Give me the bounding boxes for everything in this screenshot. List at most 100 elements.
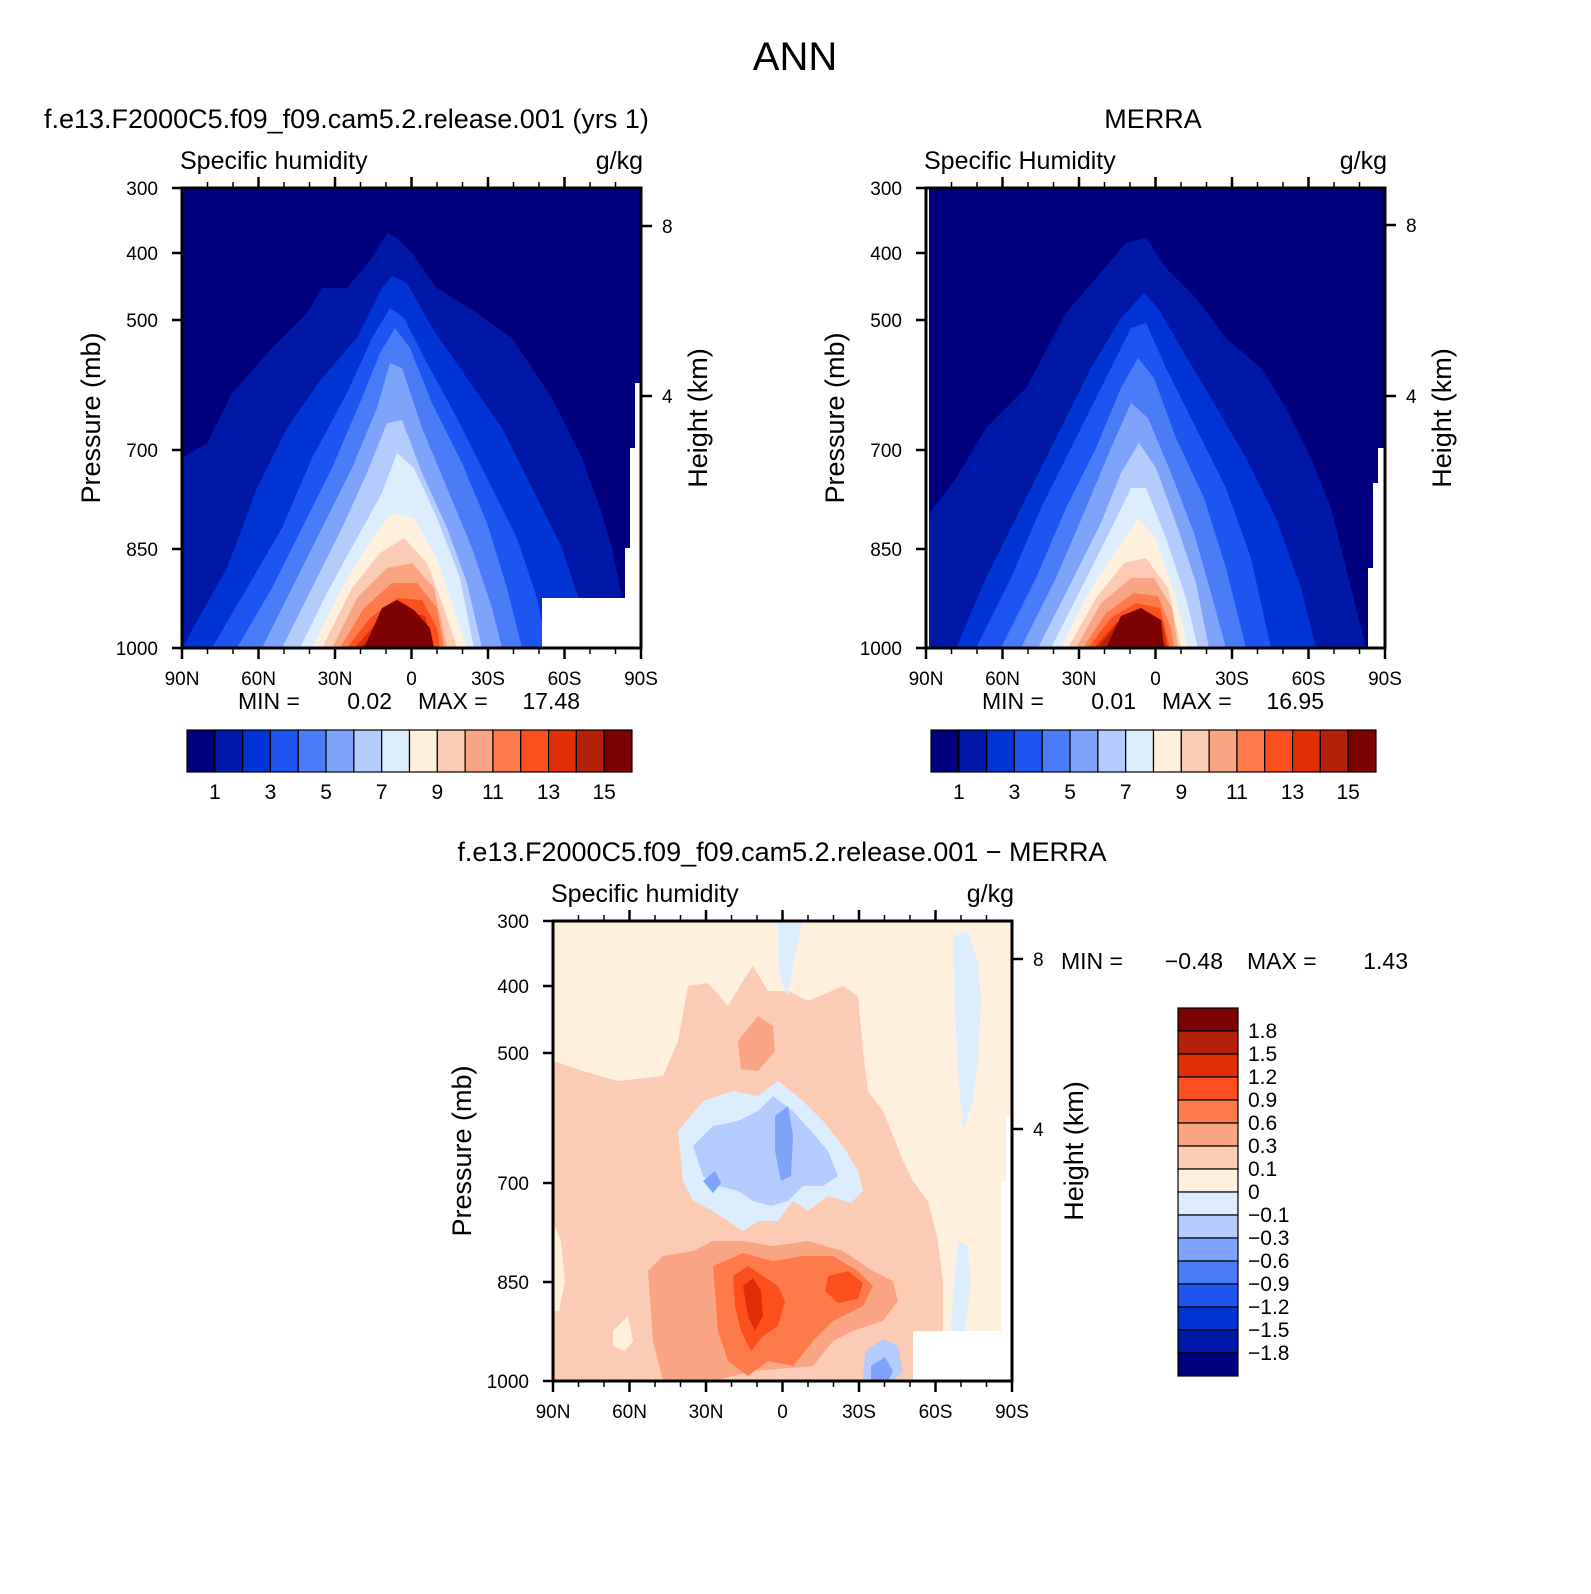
y2-axis-label: Height (km)	[683, 348, 713, 488]
x-tick-label: 0	[777, 1402, 788, 1423]
colorbar-label: −0.1	[1248, 1204, 1289, 1227]
colorbar-swatch	[1177, 1352, 1239, 1377]
contour-band	[738, 1016, 775, 1071]
colorbar-swatch	[1319, 729, 1349, 773]
colorbar-label: 0.6	[1248, 1112, 1277, 1135]
colorbar-label: 13	[537, 781, 560, 804]
x-tick-label: 60S	[1292, 669, 1326, 690]
min-value: −0.48	[1165, 948, 1223, 974]
x-tick-label: 30S	[471, 669, 505, 690]
y-tick-label: 500	[126, 311, 158, 332]
x-tick-label: 30S	[842, 1402, 876, 1423]
colorbar-swatch	[1041, 729, 1071, 773]
colorbar-swatch	[1177, 1306, 1239, 1331]
colorbar-swatch	[1208, 729, 1238, 773]
y-tick-label: 850	[126, 540, 158, 561]
max-value: 17.48	[522, 688, 580, 714]
panel-obs: Specific Humidity g/kg	[820, 147, 1457, 714]
y-axis-label: Pressure (mb)	[76, 332, 106, 503]
y-tick-label: 400	[497, 977, 529, 998]
x-tick-label: 90N	[165, 669, 200, 690]
max-label: MAX =	[418, 688, 488, 714]
panel-obs-contours	[926, 188, 1385, 648]
min-label: MIN =	[238, 688, 300, 714]
colorbar-swatch	[1347, 729, 1377, 773]
x-axis-minor-ticks	[206, 182, 617, 654]
colorbar-label: 11	[1226, 781, 1248, 804]
panel-obs-units: g/kg	[1340, 147, 1387, 175]
x-tick-label: 90N	[909, 669, 944, 690]
colorbar-model: 1 3 5 7 9 11 13 15	[186, 729, 633, 804]
panel-obs-variable: Specific Humidity	[924, 147, 1116, 175]
colorbar-label: −1.2	[1248, 1296, 1289, 1319]
colorbar-swatch	[1177, 1191, 1239, 1216]
x-axis-minor-ticks	[950, 182, 1361, 654]
colorbar-swatch	[1177, 1053, 1239, 1078]
colorbar-label: 1.8	[1248, 1020, 1277, 1043]
x-tick-label: 90S	[624, 669, 658, 690]
y-tick-label: 300	[870, 179, 902, 200]
y-axis-ticks	[916, 186, 1396, 650]
colorbar-swatch	[408, 729, 438, 773]
max-value: 1.43	[1363, 948, 1408, 974]
colorbar-label: 1.5	[1248, 1043, 1277, 1066]
y-tick-label: 700	[497, 1174, 529, 1195]
x-tick-label: 90S	[1368, 669, 1402, 690]
x-tick-label: 0	[406, 669, 417, 690]
y-tick-label: 850	[870, 540, 902, 561]
contour-band	[743, 1278, 763, 1331]
colorbar-swatch	[547, 729, 577, 773]
colorbar-label: 0.1	[1248, 1158, 1277, 1181]
colorbar-label: 1	[209, 781, 221, 804]
colorbar-swatch	[269, 729, 299, 773]
colorbar-swatch	[242, 729, 272, 773]
colorbar-swatch	[1291, 729, 1321, 773]
colorbar-swatch	[1177, 1145, 1239, 1170]
x-axis-ticks	[551, 910, 1014, 1392]
colorbar-label: 13	[1281, 781, 1304, 804]
y-tick-label: 500	[870, 311, 902, 332]
colorbar-swatch	[186, 729, 216, 773]
min-value: 0.02	[347, 688, 392, 714]
colorbar-label: −0.9	[1248, 1273, 1289, 1296]
colorbar-swatch	[1177, 1168, 1239, 1193]
colorbar-label: −1.8	[1248, 1342, 1289, 1365]
x-tick-label: 90N	[536, 1402, 571, 1423]
x-tick-label: 30N	[1062, 669, 1097, 690]
x-tick-label: 90S	[995, 1402, 1029, 1423]
colorbar-label: 9	[1175, 781, 1187, 804]
colorbar-label: 7	[1120, 781, 1132, 804]
y-axis-ticks	[543, 919, 1023, 1383]
x-tick-label: 60N	[612, 1402, 647, 1423]
panel-model-title: f.e13.F2000C5.f09_f09.cam5.2.release.001…	[44, 104, 649, 134]
y-tick-label: 400	[870, 244, 902, 265]
colorbar-label: 1.2	[1248, 1066, 1277, 1089]
x-tick-label: 60N	[985, 669, 1020, 690]
y-tick-label: 700	[126, 441, 158, 462]
main-title: ANN	[753, 35, 837, 79]
colorbar-swatch	[1264, 729, 1294, 773]
y-axis-label: Pressure (mb)	[447, 1065, 477, 1236]
x-tick-label: 60N	[241, 669, 276, 690]
panel-diff-units: g/kg	[967, 880, 1014, 908]
y-tick-label: 500	[497, 1044, 529, 1065]
panel-model-variable: Specific humidity	[180, 147, 368, 175]
contour-band	[693, 1096, 838, 1206]
contour-band	[871, 1357, 893, 1381]
x-axis-minor-ticks	[577, 915, 988, 1387]
colorbar-swatch	[1177, 1283, 1239, 1308]
y-tick-label: 850	[497, 1273, 529, 1294]
x-tick-label: 60S	[548, 669, 582, 690]
colorbar-label: −0.3	[1248, 1227, 1289, 1250]
colorbar-obs: 1 3 5 7 9 11 13 15	[930, 729, 1377, 804]
colorbar-swatch	[958, 729, 988, 773]
colorbar-swatch	[1013, 729, 1043, 773]
colorbar-label: 0.3	[1248, 1135, 1277, 1158]
panel-obs-title: MERRA	[1104, 104, 1202, 134]
colorbar-swatch	[1177, 1007, 1239, 1032]
colorbar-swatch	[1177, 1076, 1239, 1101]
colorbar-label: 0	[1248, 1181, 1260, 1204]
colorbar-swatch	[492, 729, 522, 773]
panel-model: Specific humidity g/kg	[76, 147, 713, 714]
